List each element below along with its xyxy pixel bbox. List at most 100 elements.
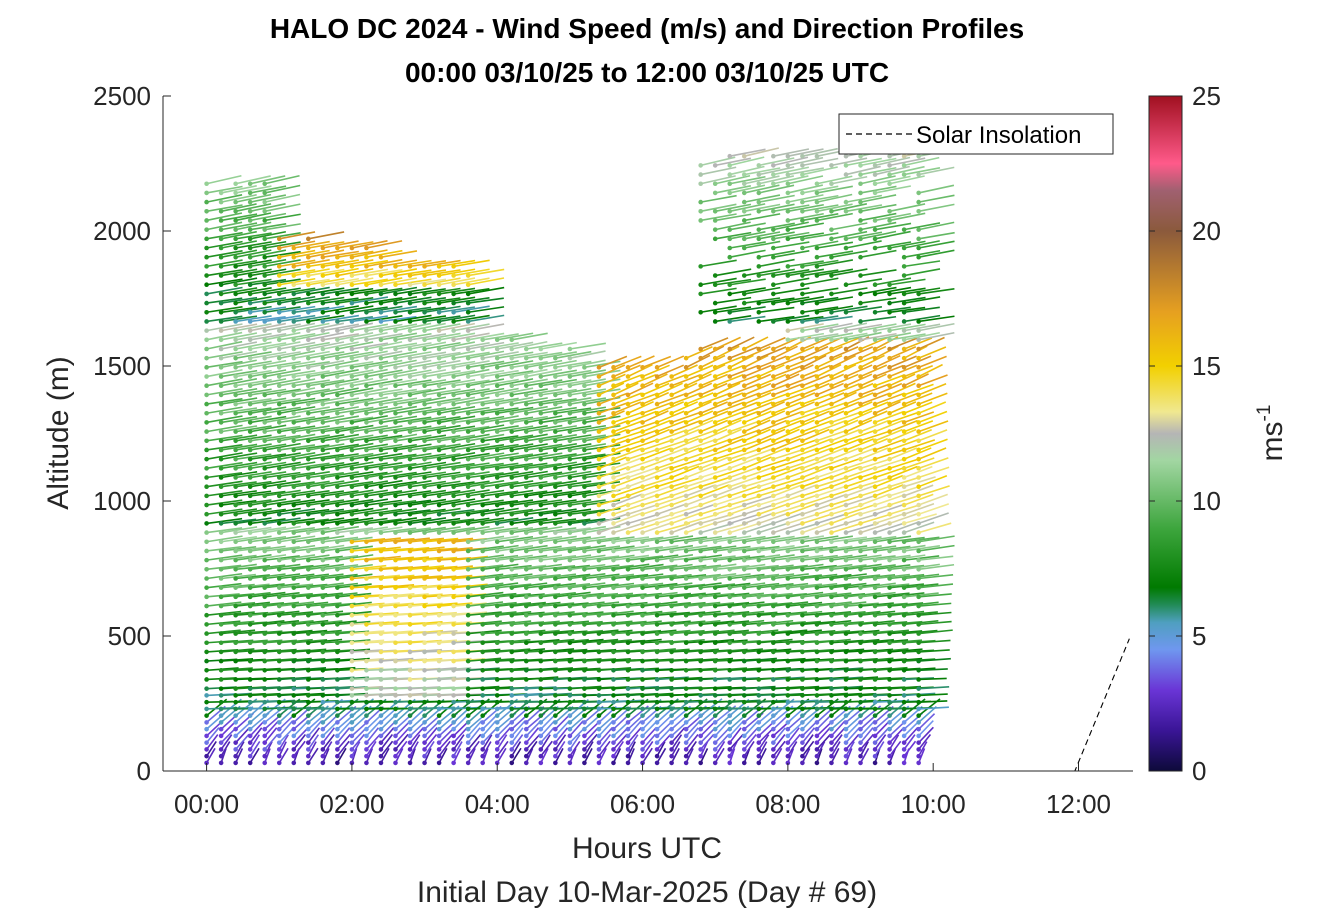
- wind-barb-dot: [466, 567, 471, 572]
- wind-barb-dot: [757, 301, 762, 306]
- wind-barb-dot: [698, 466, 703, 471]
- wind-barb-dot: [669, 686, 674, 691]
- wind-barb-dot: [451, 438, 456, 443]
- wind-barb-dot: [582, 754, 587, 759]
- wind-barb-dot: [437, 754, 442, 759]
- wind-barb-dot: [568, 475, 573, 480]
- wind-barb-dot: [422, 319, 427, 324]
- wind-barb-dot: [815, 740, 820, 745]
- wind-barb-dot: [466, 761, 471, 766]
- wind-barb-dot: [277, 631, 282, 636]
- wind-barb-dot: [771, 282, 776, 287]
- wind-barb-dot: [379, 650, 384, 655]
- wind-barb-dot: [800, 429, 805, 434]
- wind-barb-dot: [539, 365, 544, 370]
- wind-barb-dot: [815, 420, 820, 425]
- wind-barb-dot: [771, 595, 776, 600]
- wind-barb-dot: [204, 713, 209, 718]
- wind-barb-dot: [466, 347, 471, 352]
- wind-barb-dot: [815, 558, 820, 563]
- wind-barb-dot: [364, 402, 369, 407]
- wind-barb-dot: [219, 595, 224, 600]
- wind-barb-dot: [379, 727, 384, 732]
- wind-barb-dot: [640, 457, 645, 462]
- wind-barb-dot: [306, 484, 311, 489]
- wind-barb-dot: [335, 631, 340, 636]
- wind-barb-dot: [233, 727, 238, 732]
- wind-barb-dot: [495, 466, 500, 471]
- wind-barb-dot: [248, 264, 253, 269]
- wind-barb-dot: [539, 677, 544, 682]
- wind-barb-dot: [582, 640, 587, 645]
- wind-barb-dot: [379, 292, 384, 297]
- wind-barb-dot: [524, 365, 529, 370]
- wind-barb-dot: [800, 761, 805, 766]
- wind-barb-dot: [306, 338, 311, 343]
- wind-barb-dot: [698, 365, 703, 370]
- wind-barb-dot: [321, 631, 326, 636]
- wind-barb-dot: [771, 301, 776, 306]
- wind-barb-dot: [727, 549, 732, 554]
- wind-barb-dot: [771, 420, 776, 425]
- wind-barb-dot: [655, 429, 660, 434]
- wind-barb-dot: [597, 420, 602, 425]
- wind-barb-dot: [364, 558, 369, 563]
- wind-barb-dot: [698, 613, 703, 618]
- wind-barb-dot: [815, 374, 820, 379]
- wind-barb-dot: [335, 693, 340, 698]
- wind-barb-dot: [786, 301, 791, 306]
- wind-barb-dot: [306, 374, 311, 379]
- wind-barb-dot: [379, 754, 384, 759]
- wind-barb-dot: [582, 438, 587, 443]
- wind-barb-dot: [219, 631, 224, 636]
- wind-barb-dot: [742, 693, 747, 698]
- wind-barb-dot: [350, 438, 355, 443]
- wind-barb-dot: [262, 558, 267, 563]
- wind-barb-dot: [335, 356, 340, 361]
- wind-barb-dot: [524, 713, 529, 718]
- wind-barb-dot: [233, 693, 238, 698]
- wind-barb-dot: [597, 438, 602, 443]
- wind-barb-dot: [626, 613, 631, 618]
- wind-barb-dot: [698, 163, 703, 168]
- wind-barb-dot: [800, 585, 805, 590]
- wind-barb-dot: [655, 747, 660, 752]
- wind-barb-dot: [466, 668, 471, 673]
- wind-barb-dot: [786, 631, 791, 636]
- wind-barb-dot: [815, 720, 820, 725]
- wind-barb-dot: [422, 530, 427, 535]
- wind-barb-dot: [742, 539, 747, 544]
- wind-barb-dot: [655, 740, 660, 745]
- wind-barb-dot: [451, 707, 456, 712]
- wind-barb-dot: [466, 292, 471, 297]
- wind-barb-dot: [422, 677, 427, 682]
- wind-barb-dot: [800, 754, 805, 759]
- wind-barb-dot: [626, 734, 631, 739]
- wind-barb-dot: [698, 595, 703, 600]
- wind-barb-dot: [771, 163, 776, 168]
- wind-barb-dot: [742, 604, 747, 609]
- wind-barb-dot: [655, 448, 660, 453]
- wind-barb-dot: [568, 668, 573, 673]
- wind-barb-dot: [335, 393, 340, 398]
- wind-barb-dot: [480, 585, 485, 590]
- wind-barb-dot: [248, 668, 253, 673]
- wind-barb-dot: [640, 374, 645, 379]
- wind-barb-dot: [713, 595, 718, 600]
- wind-barb-dot: [568, 484, 573, 489]
- wind-barb-dot: [204, 383, 209, 388]
- wind-barb-dot: [335, 539, 340, 544]
- wind-barb-dot: [524, 659, 529, 664]
- wind-barb-dot: [684, 640, 689, 645]
- wind-barb-dot: [829, 585, 834, 590]
- wind-barb-dot: [626, 727, 631, 732]
- wind-barb-dot: [277, 740, 282, 745]
- wind-barb-dot: [277, 668, 282, 673]
- wind-barb-dot: [466, 734, 471, 739]
- wind-barb-dot: [640, 754, 645, 759]
- wind-barb-dot: [539, 521, 544, 526]
- wind-barb-dot: [437, 576, 442, 581]
- wind-barb-dot: [568, 356, 573, 361]
- wind-barb-dot: [524, 747, 529, 752]
- wind-barb-dot: [335, 457, 340, 462]
